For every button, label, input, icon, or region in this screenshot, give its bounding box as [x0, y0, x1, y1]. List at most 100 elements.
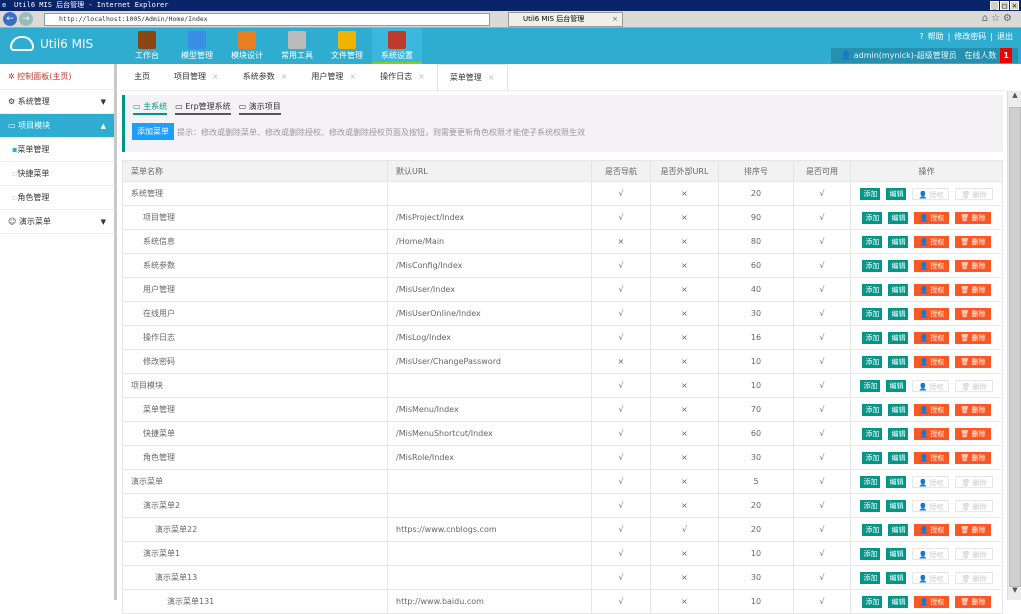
- minimize-button[interactable]: _: [990, 1, 999, 10]
- add-button[interactable]: 添加: [862, 235, 883, 248]
- delete-button[interactable]: 🗑 删除: [955, 307, 991, 320]
- add-button[interactable]: 添加: [862, 523, 883, 536]
- edit-button[interactable]: 编辑: [886, 475, 907, 488]
- delete-button[interactable]: 🗑 删除: [955, 595, 991, 608]
- add-button[interactable]: 添加: [860, 379, 881, 392]
- tab-1[interactable]: 项目管理 ×: [162, 64, 231, 90]
- sidebar-group-system[interactable]: ⚙ 系统管理 ▼: [0, 90, 114, 114]
- edit-button[interactable]: 编辑: [888, 403, 909, 416]
- edit-button[interactable]: 编辑: [886, 571, 907, 584]
- add-button[interactable]: 添加: [862, 259, 883, 272]
- system-tab-demo[interactable]: ▭ 演示项目: [238, 101, 281, 115]
- help-link[interactable]: 帮助: [927, 32, 944, 41]
- close-tab-icon[interactable]: ×: [487, 73, 495, 82]
- edit-button[interactable]: 编辑: [886, 379, 907, 392]
- add-button[interactable]: 添加: [860, 547, 881, 560]
- close-button[interactable]: ×: [1010, 1, 1019, 10]
- authorize-button[interactable]: 👤 授权: [914, 451, 950, 464]
- add-menu-button[interactable]: 添加菜单: [132, 123, 174, 140]
- forward-button[interactable]: →: [19, 12, 33, 26]
- sidebar-item-menu[interactable]: ▪菜单管理: [0, 138, 114, 162]
- close-tab-icon[interactable]: ×: [280, 72, 288, 81]
- tab-0[interactable]: 主页: [122, 64, 162, 90]
- scrollbar[interactable]: ▲ ▼: [1007, 91, 1021, 600]
- edit-button[interactable]: 编辑: [888, 595, 909, 608]
- back-button[interactable]: ←: [3, 12, 17, 26]
- system-tab-erp[interactable]: ▭ Erp管理系统: [175, 101, 231, 115]
- module-4[interactable]: 文件管理: [322, 28, 372, 64]
- authorize-button[interactable]: 👤 授权: [914, 355, 950, 368]
- delete-button[interactable]: 🗑 删除: [955, 235, 991, 248]
- module-2[interactable]: 模块设计: [222, 28, 272, 64]
- add-button[interactable]: 添加: [860, 499, 881, 512]
- change-password-link[interactable]: 修改密码: [954, 32, 987, 41]
- edit-button[interactable]: 编辑: [888, 427, 909, 440]
- edit-button[interactable]: 编辑: [888, 355, 909, 368]
- delete-button[interactable]: 🗑 删除: [955, 427, 991, 440]
- delete-button[interactable]: 🗑 删除: [955, 283, 991, 296]
- tab-5[interactable]: 菜单管理 ×: [436, 64, 508, 90]
- authorize-button[interactable]: 👤 授权: [914, 595, 950, 608]
- edit-button[interactable]: 编辑: [888, 523, 909, 536]
- scroll-down-icon[interactable]: ▼: [1012, 586, 1018, 594]
- delete-button[interactable]: 🗑 删除: [955, 355, 991, 368]
- module-1[interactable]: 模型管理: [172, 28, 222, 64]
- add-button[interactable]: 添加: [862, 427, 883, 440]
- tab-2[interactable]: 系统参数 ×: [231, 64, 300, 90]
- tab-4[interactable]: 操作日志 ×: [368, 64, 437, 90]
- authorize-button[interactable]: 👤 授权: [914, 211, 950, 224]
- authorize-button[interactable]: 👤 授权: [914, 427, 950, 440]
- home-star-gear-icons[interactable]: ⌂☆⚙: [981, 13, 1015, 24]
- close-tab-icon[interactable]: ×: [418, 72, 425, 81]
- authorize-button[interactable]: 👤 授权: [914, 331, 950, 344]
- authorize-button[interactable]: 👤 授权: [914, 403, 950, 416]
- scroll-up-icon[interactable]: ▲: [1012, 91, 1018, 99]
- system-tab-main[interactable]: ▭ 主系统: [133, 101, 168, 115]
- edit-button[interactable]: 编辑: [886, 499, 907, 512]
- authorize-button[interactable]: 👤 授权: [914, 523, 950, 536]
- delete-button[interactable]: 🗑 删除: [955, 259, 991, 272]
- address-bar[interactable]: http://localhost:1005/Admin/Home/Index: [44, 13, 490, 26]
- authorize-button[interactable]: 👤 授权: [914, 307, 950, 320]
- browser-tab[interactable]: Util6 MIS 后台管理 ×: [508, 12, 623, 27]
- delete-button[interactable]: 🗑 删除: [955, 403, 991, 416]
- add-button[interactable]: 添加: [862, 283, 883, 296]
- module-0[interactable]: 工作台: [122, 28, 172, 64]
- sidebar-group-project[interactable]: ▭ 项目模块 ▲: [0, 114, 114, 138]
- delete-button[interactable]: 🗑 删除: [955, 331, 991, 344]
- add-button[interactable]: 添加: [862, 451, 883, 464]
- add-button[interactable]: 添加: [862, 355, 883, 368]
- close-tab-icon[interactable]: ×: [612, 15, 618, 23]
- tab-3[interactable]: 用户管理 ×: [299, 64, 368, 90]
- module-5[interactable]: 系统设置: [372, 28, 422, 64]
- edit-button[interactable]: 编辑: [888, 451, 909, 464]
- delete-button[interactable]: 🗑 删除: [955, 451, 991, 464]
- sidebar-item-role[interactable]: ▫角色管理: [0, 186, 114, 210]
- add-button[interactable]: 添加: [862, 331, 883, 344]
- add-button[interactable]: 添加: [862, 211, 883, 224]
- authorize-button[interactable]: 👤 授权: [914, 235, 950, 248]
- maximize-button[interactable]: □: [1000, 1, 1009, 10]
- add-button[interactable]: 添加: [862, 403, 883, 416]
- add-button[interactable]: 添加: [862, 595, 883, 608]
- add-button[interactable]: 添加: [860, 187, 881, 200]
- edit-button[interactable]: 编辑: [888, 283, 909, 296]
- module-3[interactable]: 常用工具: [272, 28, 322, 64]
- edit-button[interactable]: 编辑: [888, 235, 909, 248]
- sidebar-item-shortcut[interactable]: ▫快捷菜单: [0, 162, 114, 186]
- help-icon[interactable]: ?: [919, 32, 924, 41]
- edit-button[interactable]: 编辑: [888, 331, 909, 344]
- add-button[interactable]: 添加: [860, 475, 881, 488]
- close-tab-icon[interactable]: ×: [349, 72, 357, 81]
- delete-button[interactable]: 🗑 删除: [955, 523, 991, 536]
- close-tab-icon[interactable]: ×: [212, 72, 219, 81]
- delete-button[interactable]: 🗑 删除: [955, 211, 991, 224]
- edit-button[interactable]: 编辑: [888, 211, 909, 224]
- authorize-button[interactable]: 👤 授权: [914, 259, 950, 272]
- edit-button[interactable]: 编辑: [886, 187, 907, 200]
- scroll-thumb[interactable]: [1009, 107, 1021, 587]
- user-name[interactable]: admin(mynick)-超级管理员: [853, 51, 957, 60]
- edit-button[interactable]: 编辑: [888, 307, 909, 320]
- sidebar-group-demo[interactable]: ☺ 演示菜单 ▼: [0, 210, 114, 234]
- authorize-button[interactable]: 👤 授权: [914, 283, 950, 296]
